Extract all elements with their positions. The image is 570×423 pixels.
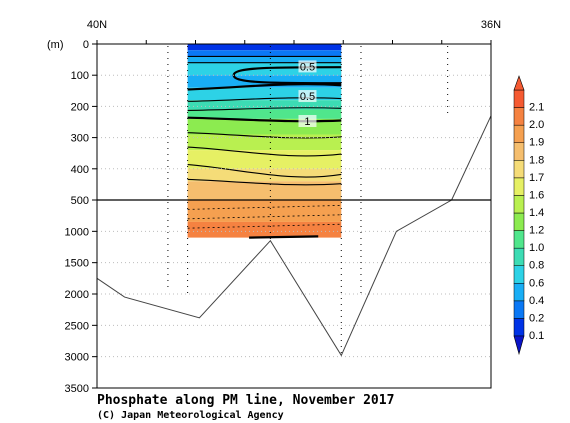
- contour-line-deep: [249, 235, 319, 239]
- field-band-7: [187, 109, 342, 119]
- grid-lines: [97, 74, 491, 358]
- colorbar-label-1: 0.2: [529, 312, 544, 324]
- colorbar-label-3: 0.6: [529, 277, 544, 289]
- data-field: [187, 44, 342, 238]
- colorbar-label-9: 1.7: [529, 172, 544, 184]
- colorbar-label-12: 2.0: [529, 119, 544, 131]
- colorbar-label-10: 1.8: [529, 154, 544, 166]
- colorbar-label-11: 1.9: [529, 137, 544, 149]
- field-band-10: [187, 150, 342, 169]
- field-band-11: [187, 168, 342, 182]
- colorbar-label-4: 0.8: [529, 260, 544, 272]
- contour-line-3: [187, 83, 342, 91]
- colorbar-segment-4: [513, 247, 525, 266]
- field-band-12: [187, 181, 342, 200]
- colorbar-segment-1: [513, 300, 525, 319]
- y-axis-ticks: 0 100 200 300 400 500 1000 1500 2000 2500 3000 3500: [65, 39, 97, 395]
- contour-label-bg-0: [298, 60, 317, 73]
- plot-area: 0.5 0.5 1: [96, 43, 492, 389]
- y-tick-label-2: 200: [71, 101, 89, 113]
- colorbar-label-7: 1.4: [529, 207, 544, 219]
- y-axis-unit-label: (m): [47, 39, 64, 51]
- colorbar-segment-8: [513, 177, 525, 196]
- station-markers: [167, 46, 449, 354]
- credit-text: (C) Japan Meteorological Agency: [97, 409, 284, 421]
- field-band-14: [187, 221, 342, 238]
- colorbar-label-2: 0.4: [529, 295, 544, 307]
- contour-label-bg-1: [298, 90, 317, 103]
- colorbar-segment-7: [513, 195, 525, 214]
- bottom-topography: [96, 115, 492, 357]
- colorbar-segment-10: [513, 142, 525, 161]
- contour-line-5: [187, 107, 342, 111]
- contour-dotted-0: [187, 205, 342, 210]
- colorbar-segment-5: [513, 230, 525, 249]
- colorbar-label-5: 1.0: [529, 242, 544, 254]
- y-tick-label-10: 3000: [65, 352, 89, 364]
- colorbar: 0.1 0.2 0.4 0.6 0.8 1.0 1.2 1.4 1.6 1.7 1.8 1.9 2.0 2…: [513, 75, 544, 356]
- y-tick-label-5: 500: [71, 195, 89, 207]
- field-band-13: [187, 200, 342, 222]
- colorbar-label-6: 1.2: [529, 225, 544, 237]
- colorbar-segment-6: [513, 212, 525, 231]
- contour-label-0: 0.5: [300, 61, 315, 73]
- y-tick-label-6: 1000: [65, 226, 89, 238]
- contour-line-8: [187, 146, 342, 157]
- field-band-6: [187, 100, 342, 110]
- y-tick-label-8: 2000: [65, 289, 89, 301]
- y-tick-label-9: 2500: [65, 320, 89, 332]
- contour-line-10: [187, 178, 342, 186]
- colorbar-bottom-arrow: [513, 335, 525, 356]
- lat-left-label: 40N: [87, 19, 107, 31]
- y-tick-label-3: 300: [71, 133, 89, 145]
- contour-lines: 0.5 0.5 1: [187, 55, 342, 239]
- contour-label-2: 1: [304, 116, 310, 128]
- colorbar-segment-2: [513, 283, 525, 302]
- contour-dotted-1: [187, 214, 342, 220]
- lat-right-label: 36N: [481, 19, 501, 31]
- y-tick-label-11: 3500: [65, 383, 89, 395]
- colorbar-segment-12: [513, 107, 525, 126]
- contour-dotted-2: [187, 223, 342, 229]
- contour-line-7: [187, 132, 342, 139]
- contour-line-6: [187, 116, 342, 123]
- y-tick-label-0: 0: [83, 39, 89, 51]
- colorbar-label-13: 2.1: [529, 102, 544, 114]
- contour-label-bg-2: [298, 115, 317, 127]
- y-tick-label-7: 1500: [65, 258, 89, 270]
- field-band-2: [187, 56, 342, 63]
- contour-label-1: 0.5: [300, 91, 315, 103]
- bottom-profile-line: [96, 115, 492, 357]
- field-band-0: [187, 44, 342, 51]
- y-tick-label-1: 100: [71, 70, 89, 82]
- chart-title: Phosphate along PM line, November 2017: [97, 393, 394, 408]
- colorbar-segment-13: [513, 89, 525, 108]
- contour-line-9: [187, 164, 342, 178]
- colorbar-segment-0: [513, 318, 525, 337]
- contour-line-4: [187, 97, 342, 102]
- colorbar-label-0: 0.1: [529, 330, 544, 342]
- y-tick-label-4: 400: [71, 164, 89, 176]
- colorbar-segment-9: [513, 160, 525, 179]
- top-axis-ticks: [96, 40, 492, 44]
- field-band-1: [187, 50, 342, 57]
- colorbar-top-arrow: [513, 75, 525, 91]
- colorbar-label-8: 1.6: [529, 189, 544, 201]
- colorbar-segment-11: [513, 124, 525, 143]
- colorbar-segment-3: [513, 265, 525, 284]
